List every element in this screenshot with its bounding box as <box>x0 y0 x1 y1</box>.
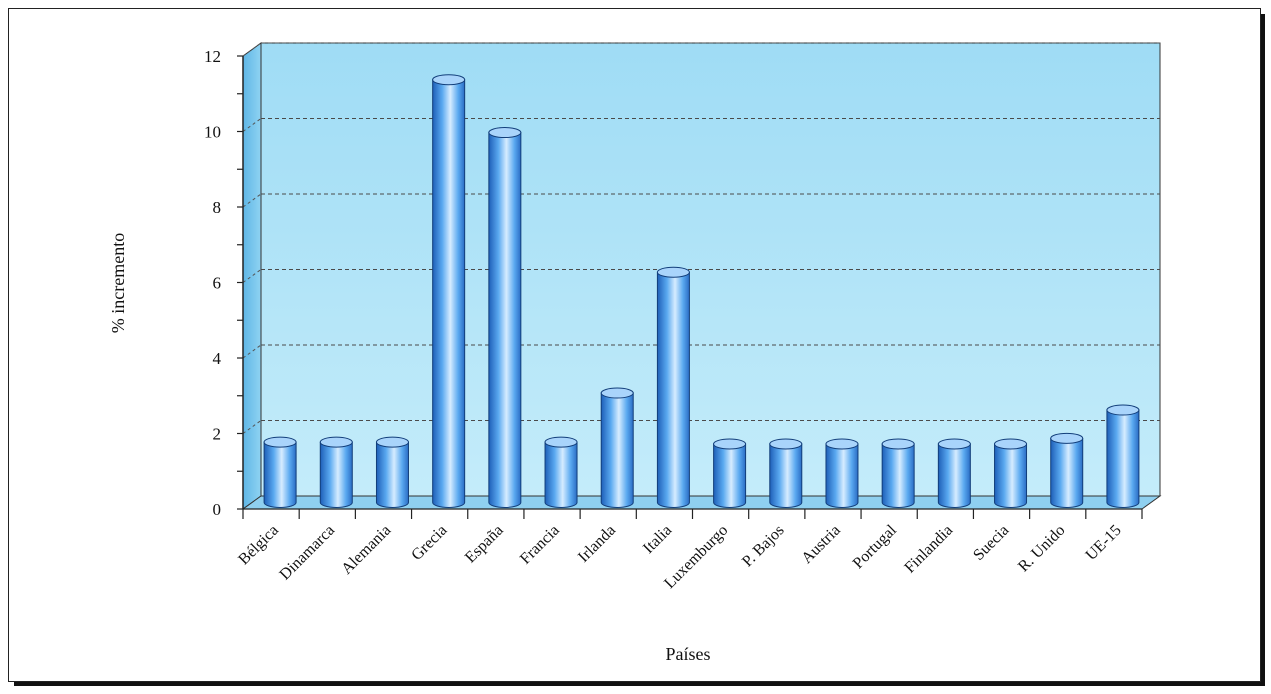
bar-top <box>544 436 578 448</box>
bar-top <box>713 438 747 450</box>
bar-top <box>488 127 522 139</box>
bar-body <box>263 441 297 508</box>
x-tick-label: Suecia <box>970 522 1012 564</box>
bar-top <box>937 438 971 450</box>
x-tick-label: Francia <box>517 522 563 568</box>
bar-body <box>488 132 522 508</box>
x-axis-title: Países <box>666 644 711 664</box>
gridline-side <box>242 344 262 359</box>
side-wall <box>242 42 262 510</box>
bar-body <box>319 441 353 508</box>
x-tick-label: Portugal <box>850 521 901 572</box>
bars <box>263 74 1140 508</box>
bar-body <box>600 392 634 508</box>
x-tick-label: Finlandia <box>901 522 956 577</box>
bar <box>1050 432 1084 508</box>
x-tick-label: R. Unido <box>1015 522 1069 576</box>
gridline-side <box>242 118 262 132</box>
y-tick-label: 10 <box>204 123 221 142</box>
x-tick-label: Alemania <box>338 522 394 578</box>
gridline-side <box>242 193 262 208</box>
x-tick-label: Austria <box>798 522 843 567</box>
x-tick-label: P. Bajos <box>739 522 787 570</box>
y-axis-title: % incremento <box>108 233 128 333</box>
bar-top <box>432 74 466 86</box>
bar <box>544 436 578 508</box>
gridline-side <box>242 42 262 57</box>
gridline-side <box>242 420 262 434</box>
x-tick-label: España <box>462 522 507 567</box>
bar <box>432 74 466 508</box>
frame-shadow-right <box>1261 14 1265 686</box>
bar <box>263 436 297 508</box>
bar <box>656 266 690 508</box>
bar-top <box>600 387 634 399</box>
bar-body <box>1106 409 1140 508</box>
bar <box>600 387 634 508</box>
y-tick-label: 6 <box>213 274 222 293</box>
bar <box>937 438 971 508</box>
bar-body <box>825 443 859 508</box>
x-tick-label: Grecia <box>408 522 450 564</box>
bar <box>769 438 803 508</box>
bar-top <box>825 438 859 450</box>
y-tick-label: 4 <box>213 349 222 368</box>
bar-body <box>544 441 578 508</box>
bar <box>319 436 353 508</box>
x-tick-label: UE-15 <box>1083 522 1125 564</box>
y-tick-label: 0 <box>213 500 222 519</box>
gridline-side <box>242 269 262 283</box>
bar-body <box>881 443 915 508</box>
bar <box>994 438 1028 508</box>
bar-top <box>263 436 297 448</box>
x-tick-label: Italia <box>640 522 675 557</box>
bar-top <box>769 438 803 450</box>
x-tick-label: Irlanda <box>575 522 619 566</box>
bar-top <box>656 266 690 278</box>
bar-body <box>937 443 971 508</box>
bar-top <box>994 438 1028 450</box>
frame-shadow-bottom <box>14 682 1265 686</box>
bar-body <box>1050 437 1084 508</box>
bar-top <box>319 436 353 448</box>
bar-top <box>375 436 409 448</box>
bar <box>488 127 522 508</box>
x-tick-label: Bélgica <box>235 522 282 569</box>
x-tick-label: Dinamarca <box>276 522 338 584</box>
bar <box>375 436 409 508</box>
bar-top <box>1050 432 1084 444</box>
bar <box>1106 404 1140 508</box>
bar-top <box>881 438 915 450</box>
bar-body <box>432 79 466 508</box>
bar <box>713 438 747 508</box>
y-axis: 0 2 4 6 8 10 12 <box>204 47 244 519</box>
bar <box>881 438 915 508</box>
bar-body <box>713 443 747 508</box>
y-tick-label: 2 <box>213 425 222 444</box>
y-tick-label: 8 <box>213 198 222 217</box>
bar <box>825 438 859 508</box>
bar-body <box>994 443 1028 508</box>
y-tick-label: 12 <box>204 47 221 66</box>
bar-body <box>656 271 690 508</box>
bar-body <box>375 441 409 508</box>
gridlines <box>242 42 1160 434</box>
bar-body <box>769 443 803 508</box>
bar-top <box>1106 404 1140 416</box>
